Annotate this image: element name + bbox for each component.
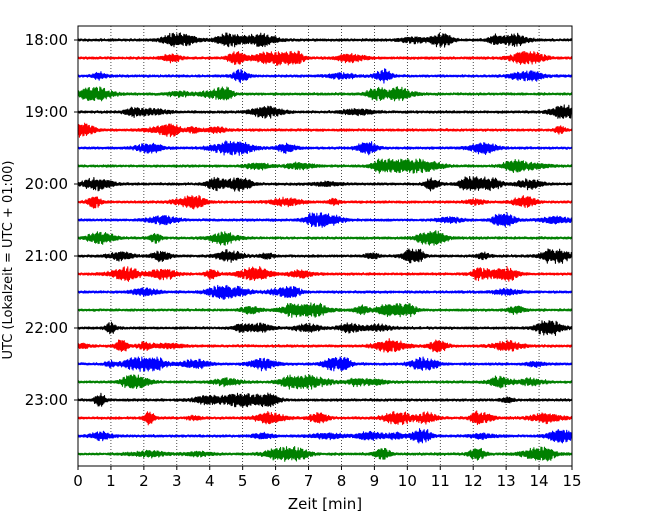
- trace-1: [77, 32, 573, 48]
- y-axis-ticks: 18:00 19:00 20:00 21:00 22:00 23:00: [25, 31, 78, 409]
- x-tick-label-15: 15: [562, 472, 581, 490]
- x-tick-label-5: 5: [238, 472, 248, 490]
- x-tick-label-1: 1: [106, 472, 116, 490]
- trace-16: [77, 302, 573, 318]
- y-tick-label-1: 19:00: [25, 103, 68, 121]
- x-tick-label-11: 11: [431, 472, 450, 490]
- vertical-gridlines: [110, 26, 540, 466]
- trace-9: [77, 176, 573, 192]
- trace-20: [77, 374, 573, 390]
- trace-17: [77, 320, 573, 337]
- trace-23: [77, 428, 573, 444]
- seismogram-traces: [77, 32, 573, 462]
- trace-6: [77, 122, 573, 138]
- trace-3: [77, 68, 573, 84]
- x-tick-label-9: 9: [370, 472, 380, 490]
- trace-4: [77, 86, 573, 102]
- y-tick-label-3: 21:00: [25, 247, 68, 265]
- trace-22: [77, 410, 573, 426]
- trace-7: [77, 140, 573, 156]
- x-tick-label-13: 13: [497, 472, 516, 490]
- x-tick-label-0: 0: [73, 472, 83, 490]
- y-tick-label-2: 20:00: [25, 175, 68, 193]
- y-tick-label-0: 18:00: [25, 31, 68, 49]
- x-tick-label-8: 8: [337, 472, 347, 490]
- trace-19: [77, 356, 573, 372]
- x-tick-label-6: 6: [271, 472, 281, 490]
- trace-21: [77, 392, 573, 408]
- y-tick-label-4: 22:00: [25, 319, 68, 337]
- x-tick-label-12: 12: [464, 472, 483, 490]
- x-axis-label: Zeit [min]: [288, 495, 362, 513]
- trace-15: [77, 284, 573, 300]
- trace-8: [77, 158, 573, 174]
- trace-24: [77, 446, 573, 462]
- x-tick-label-2: 2: [139, 472, 149, 490]
- x-tick-label-4: 4: [205, 472, 215, 490]
- x-axis-ticks: 0 1 2 3 4 5 6 7 8 9 10 11 12 13 14 15: [73, 466, 582, 490]
- x-tick-label-10: 10: [398, 472, 417, 490]
- trace-5: [77, 104, 573, 119]
- trace-12: [77, 230, 573, 246]
- trace-13: [77, 248, 573, 264]
- x-tick-label-3: 3: [172, 472, 182, 490]
- trace-14: [77, 266, 573, 282]
- y-tick-label-5: 23:00: [25, 391, 68, 409]
- plot-frame: [77, 25, 573, 467]
- trace-11: [77, 212, 573, 228]
- x-tick-label-7: 7: [304, 472, 314, 490]
- x-tick-label-14: 14: [530, 472, 549, 490]
- trace-2: [77, 50, 573, 66]
- trace-18: [77, 338, 573, 353]
- y-axis-label: UTC (Lokalzeit = UTC + 01:00): [1, 161, 16, 360]
- trace-10: [77, 194, 573, 210]
